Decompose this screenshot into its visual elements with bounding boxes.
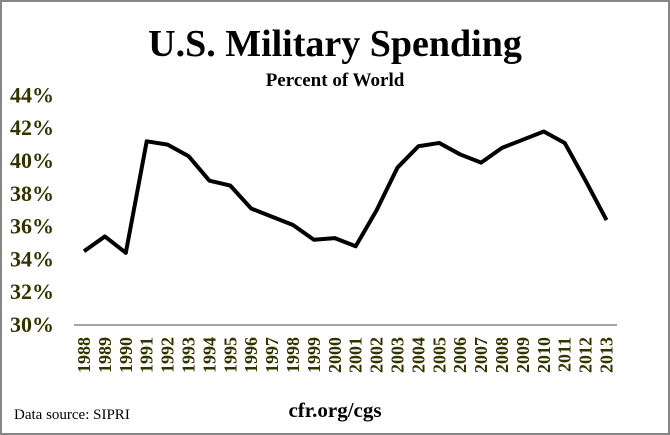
x-tick-label: 2011	[555, 337, 575, 372]
chart-subtitle: Percent of World	[265, 70, 405, 91]
y-tick-label: 38%	[10, 181, 54, 206]
x-tick-label: 2007	[471, 337, 491, 373]
y-tick-label: 42%	[10, 115, 54, 140]
x-tick-label: 1993	[179, 337, 199, 373]
x-tick-label: 2008	[492, 337, 512, 373]
x-tick-label: 1998	[283, 337, 303, 373]
x-tick-label: 1989	[95, 337, 115, 373]
y-tick-label: 44%	[10, 82, 54, 107]
x-tick-label: 2001	[346, 337, 366, 373]
x-tick-label: 2003	[388, 337, 408, 373]
x-tick-label: 2005	[429, 337, 449, 373]
x-tick-label: 1990	[116, 337, 136, 373]
x-tick-label: 2000	[325, 337, 345, 373]
series-line	[82, 129, 609, 255]
y-tick-label: 36%	[10, 214, 54, 239]
chart-title: U.S. Military Spending	[148, 23, 522, 65]
x-tick-label: 1997	[262, 337, 282, 373]
y-tick-label: 34%	[10, 246, 54, 271]
x-tick-label: 1988	[74, 337, 94, 373]
y-tick-label: 32%	[10, 279, 54, 304]
y-tick-label: 30%	[10, 312, 54, 337]
data-source-note: Data source: SIPRI	[14, 407, 130, 423]
x-tick-label: 2004	[408, 337, 428, 373]
x-tick-label: 2010	[534, 337, 554, 373]
x-tick-label: 2006	[450, 337, 470, 373]
x-tick-label: 2009	[513, 337, 533, 373]
x-tick-label: 2013	[597, 337, 617, 373]
credit-url: cfr.org/cgs	[288, 398, 382, 422]
x-tick-label: 1994	[199, 337, 219, 373]
x-tick-label: 2012	[576, 337, 596, 373]
x-tick-label: 1991	[137, 337, 157, 373]
x-tick-label: 1996	[241, 337, 261, 373]
y-tick-label: 40%	[10, 148, 54, 173]
x-tick-label: 1995	[220, 337, 240, 373]
x-tick-label: 1999	[304, 337, 324, 373]
x-tick-label: 1992	[158, 337, 178, 373]
x-tick-label: 2002	[367, 337, 387, 373]
